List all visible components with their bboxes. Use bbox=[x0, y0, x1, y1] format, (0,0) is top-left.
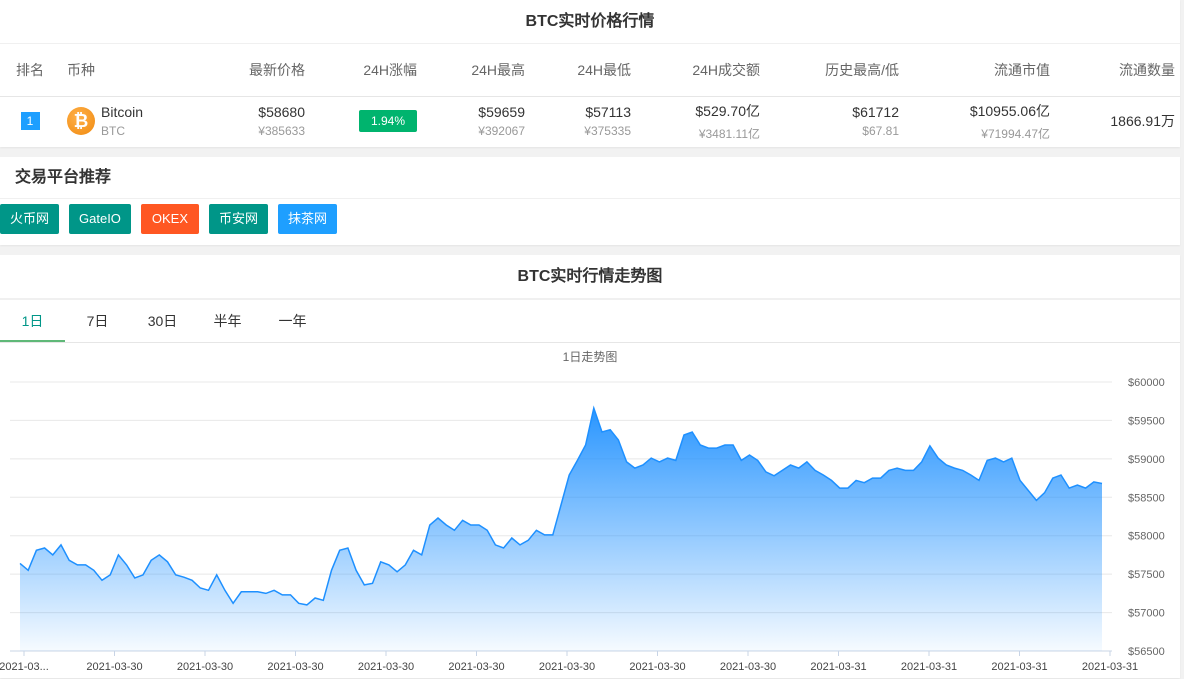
mcap-usd: $10955.06亿 bbox=[969, 102, 1050, 119]
header-low: 24H最低 bbox=[535, 44, 641, 97]
chart-title: 1日走势图 bbox=[563, 350, 618, 364]
low-usd: $57113 bbox=[585, 104, 631, 121]
change-badge: 1.94% bbox=[359, 110, 417, 133]
table-header: 排名 币种 最新价格 24H涨幅 24H最高 24H最低 24H成交额 历史最高… bbox=[0, 44, 1180, 97]
y-tick-label: $56500 bbox=[1128, 646, 1165, 658]
y-tick-label: $59000 bbox=[1128, 454, 1165, 466]
all-time-high: $61712 bbox=[852, 104, 899, 121]
x-tick-label: 2021-03... bbox=[0, 661, 49, 673]
all-time-low: $67.81 bbox=[862, 124, 899, 139]
x-tick-label: 2021-03-30 bbox=[720, 661, 776, 673]
y-tick-label: $57000 bbox=[1128, 608, 1165, 620]
platform-button-2[interactable]: OKEX bbox=[140, 204, 199, 234]
x-tick-label: 2021-03-31 bbox=[991, 661, 1047, 673]
x-tick-label: 2021-03-30 bbox=[358, 661, 414, 673]
coin-name[interactable]: Bitcoin bbox=[101, 104, 144, 121]
tab-3[interactable]: 半年 bbox=[213, 313, 242, 329]
header-volume: 24H成交额 bbox=[641, 44, 770, 97]
bitcoin-logo-icon: ₿ bbox=[67, 107, 95, 136]
price-cny: ¥385633 bbox=[258, 124, 305, 139]
y-tick-label: $60000 bbox=[1128, 377, 1165, 389]
header-supply: 流通数量 bbox=[1060, 44, 1180, 97]
header-rank: 排名 bbox=[0, 44, 55, 97]
platform-list: 火币网 GateIO OKEX 币安网 抹茶网 bbox=[0, 199, 1180, 239]
header-change: 24H涨幅 bbox=[315, 44, 427, 97]
platform-button-4[interactable]: 抹茶网 bbox=[277, 204, 337, 234]
x-tick-label: 2021-03-30 bbox=[86, 661, 142, 673]
coin-symbol: BTC bbox=[101, 124, 125, 139]
trend-card: BTC实时行情走势图 1日 7日 30日 半年 一年 1日走势图 $60000 $59500… bbox=[0, 255, 1180, 678]
header-coin: 币种 bbox=[55, 44, 195, 97]
platforms-card: 交易平台推荐 火币网 GateIO OKEX 币安网 抹茶网 bbox=[0, 157, 1180, 245]
x-tick-label: 2021-03-31 bbox=[810, 661, 866, 673]
y-tick-label: $57500 bbox=[1128, 569, 1165, 581]
platform-button-1[interactable]: GateIO bbox=[69, 204, 131, 234]
price-table: 排名 币种 最新价格 24H涨幅 24H最高 24H最低 24H成交额 历史最高… bbox=[0, 44, 1180, 146]
price-table-title: BTC实时价格行情 bbox=[0, 0, 1180, 44]
price-card: BTC实时价格行情 排名 币种 最新价格 24H涨幅 24H最高 24H最低 2… bbox=[0, 0, 1180, 147]
header-mcap: 流通市值 bbox=[909, 44, 1060, 97]
volume-cny: ¥3481.11亿 bbox=[698, 126, 760, 141]
x-tick-label: 2021-03-31 bbox=[901, 661, 957, 673]
x-tick-label: 2021-03-30 bbox=[177, 661, 233, 673]
table-row[interactable]: 1 ₿ Bitcoin BTC $58680 ¥385633 1.94% $59659… bbox=[0, 96, 1180, 146]
supply: 1866.91万 bbox=[1110, 113, 1175, 130]
platform-button-3[interactable]: 币安网 bbox=[208, 204, 268, 234]
high-cny: ¥392067 bbox=[478, 124, 525, 139]
x-tick-label: 2021-03-30 bbox=[539, 661, 595, 673]
high-usd: $59659 bbox=[478, 104, 525, 121]
x-tick-label: 2021-03-30 bbox=[267, 661, 323, 673]
platform-button-0[interactable]: 火币网 bbox=[0, 204, 60, 234]
volume-usd: $529.70亿 bbox=[695, 102, 760, 119]
x-tick-label: 2021-03-31 bbox=[1082, 661, 1138, 673]
tab-4[interactable]: 一年 bbox=[278, 313, 307, 329]
tab-2[interactable]: 30日 bbox=[147, 313, 178, 329]
x-tick-label: 2021-03-30 bbox=[448, 661, 504, 673]
y-tick-label: $58000 bbox=[1128, 531, 1165, 543]
mcap-cny: ¥71994.47亿 bbox=[981, 126, 1050, 141]
trend-title: BTC实时行情走势图 bbox=[0, 255, 1180, 299]
x-tick-label: 2021-03-30 bbox=[629, 661, 685, 673]
price-usd: $58680 bbox=[258, 104, 305, 121]
price-area bbox=[20, 408, 1102, 651]
y-tick-label: $58500 bbox=[1128, 492, 1165, 504]
price-line bbox=[19, 405, 1103, 606]
price-chart: 1日走势图 $60000 $59500 $59000 $58500 $58000 $5750… bbox=[0, 350, 1165, 673]
low-cny: ¥375335 bbox=[584, 124, 631, 139]
platforms-title: 交易平台推荐 bbox=[0, 157, 1180, 199]
header-high: 24H最高 bbox=[427, 44, 535, 97]
tab-1[interactable]: 7日 bbox=[86, 313, 109, 329]
header-ath-atl: 历史最高/低 bbox=[770, 44, 909, 97]
y-tick-label: $59500 bbox=[1128, 415, 1165, 427]
rank-badge: 1 bbox=[20, 112, 40, 131]
period-tabs: 1日 7日 30日 半年 一年 bbox=[0, 299, 1180, 343]
header-price: 最新价格 bbox=[195, 44, 315, 97]
tab-0[interactable]: 1日 bbox=[0, 300, 65, 342]
